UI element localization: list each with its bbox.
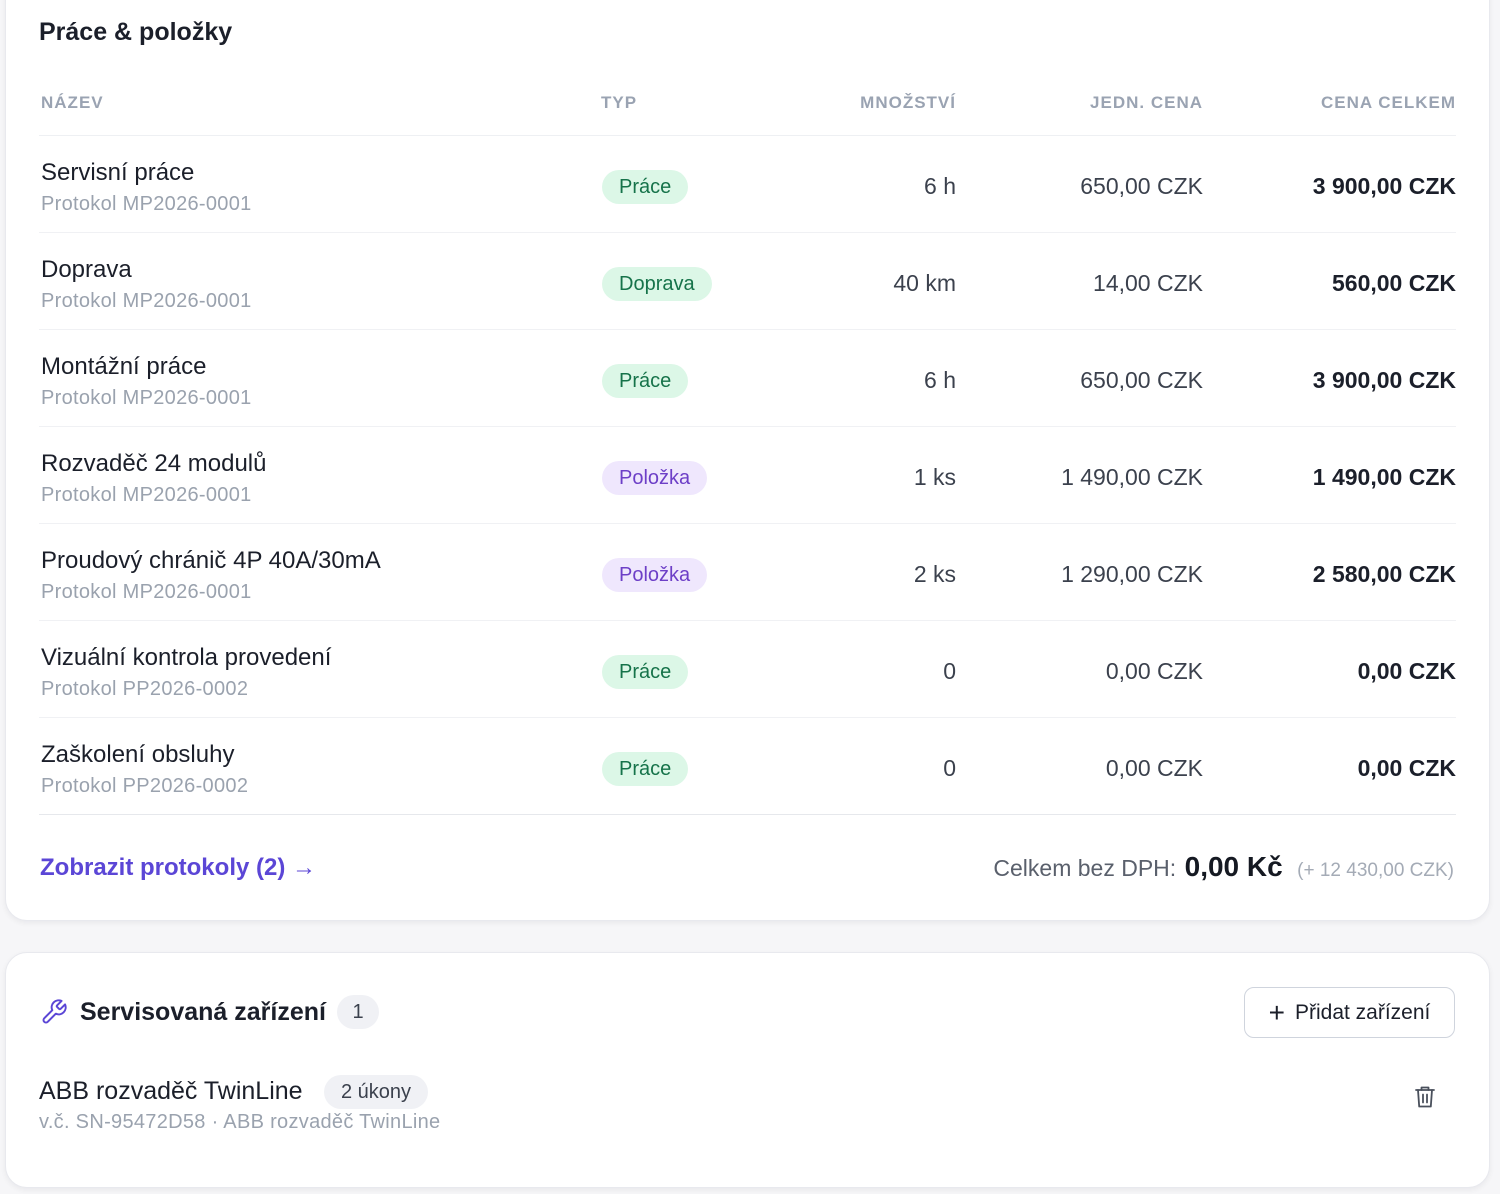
devices-card-title: Servisovaná zařízení (80, 998, 326, 1026)
item-name: Montážní práce (41, 353, 207, 380)
table-header: NÁZEV TYP MNOŽSTVÍ JEDN. CENA CENA CELKE… (39, 89, 1456, 136)
item-protocol: Protokol MP2026-0001 (41, 193, 252, 215)
item-protocol: Protokol MP2026-0001 (41, 290, 252, 312)
column-header-name: NÁZEV (41, 93, 104, 112)
item-unit-price: 1 290,00 CZK (1061, 561, 1203, 587)
table-row: Rozvaděč 24 modulů Protokol MP2026-0001 Po… (39, 427, 1456, 524)
table-row: Montážní práce Protokol MP2026-0001 Práce 6… (39, 330, 1456, 427)
table-row: Vizuální kontrola provedení Protokol PP20… (39, 621, 1456, 718)
table-row: Proudový chránič 4P 40A/30mA Protokol MP2… (39, 524, 1456, 621)
column-header-total: CENA CELKEM (1320, 93, 1456, 112)
item-name: Zaškolení obsluhy (41, 741, 235, 768)
item-total: 560,00 CZK (1331, 270, 1456, 296)
item-name: Servisní práce (41, 159, 195, 186)
item-total: 0,00 CZK (1357, 755, 1456, 781)
device-subtitle: v.č. SN-95472D58 · ABB rozvaděč TwinLine (39, 1111, 441, 1133)
item-total: 0,00 CZK (1357, 658, 1456, 684)
column-header-unit-price: JEDN. CENA (1090, 93, 1203, 112)
item-protocol: Protokol MP2026-0001 (41, 581, 252, 603)
total-value: 0,00 Kč (1184, 851, 1283, 882)
items-card-title: Práce & položky (39, 18, 233, 46)
item-unit-price: 0,00 CZK (1105, 658, 1203, 684)
trash-icon[interactable] (1413, 1084, 1437, 1110)
item-type-badge: Práce (602, 170, 689, 204)
item-name: Vizuální kontrola provedení (41, 644, 332, 671)
add-device-button[interactable]: + Přidat zařízení (1244, 987, 1455, 1038)
item-protocol: Protokol MP2026-0001 (41, 484, 252, 506)
item-qty: 0 (943, 658, 956, 684)
devices-card: Servisovaná zařízení 1 + Přidat zařízení… (5, 952, 1490, 1188)
item-name: Doprava (41, 256, 132, 283)
item-unit-price: 14,00 CZK (1093, 270, 1203, 296)
items-card: Práce & položky NÁZEV TYP MNOŽSTVÍ JEDN.… (5, 0, 1490, 921)
item-qty: 40 km (893, 270, 956, 296)
item-type-badge: Doprava (602, 267, 712, 301)
item-protocol: Protokol PP2026-0002 (41, 775, 249, 797)
total-summary: Celkem bez DPH: 0,00 Kč (+ 12 430,00 CZK… (993, 851, 1454, 883)
item-name: Rozvaděč 24 modulů (41, 450, 267, 477)
device-name: ABB rozvaděč TwinLine (39, 1077, 303, 1105)
item-qty: 2 ks (913, 561, 956, 587)
item-name: Proudový chránič 4P 40A/30mA (41, 547, 381, 574)
item-unit-price: 1 490,00 CZK (1061, 464, 1203, 490)
item-total: 1 490,00 CZK (1312, 464, 1456, 490)
device-ops-badge: 2 úkony (324, 1075, 429, 1109)
column-header-qty: MNOŽSTVÍ (860, 93, 956, 112)
plus-icon: + (1268, 996, 1285, 1028)
item-type-badge: Práce (602, 752, 689, 786)
item-type-badge: Práce (602, 364, 689, 398)
item-qty: 1 ks (913, 464, 956, 490)
table-row: Zaškolení obsluhy Protokol PP2026-0002 Prá… (39, 718, 1456, 815)
item-type-badge: Položka (602, 461, 708, 495)
devices-count-badge: 1 (337, 995, 379, 1029)
item-qty: 6 h (924, 173, 956, 199)
item-total: 3 900,00 CZK (1312, 367, 1456, 393)
item-unit-price: 0,00 CZK (1105, 755, 1203, 781)
item-protocol: Protokol PP2026-0002 (41, 678, 249, 700)
item-total: 3 900,00 CZK (1312, 173, 1456, 199)
total-extra: (+ 12 430,00 CZK) (1297, 860, 1454, 881)
wrench-icon (40, 998, 68, 1026)
item-total: 2 580,00 CZK (1312, 561, 1456, 587)
column-header-type: TYP (601, 93, 638, 112)
item-unit-price: 650,00 CZK (1080, 173, 1203, 199)
item-protocol: Protokol MP2026-0001 (41, 387, 252, 409)
item-qty: 6 h (924, 367, 956, 393)
table-row: Servisní práce Protokol MP2026-0001 Práce 6… (39, 136, 1456, 233)
item-type-badge: Položka (602, 558, 708, 592)
show-protocols-link[interactable]: Zobrazit protokoly (2) → (40, 854, 316, 881)
add-device-label: Přidat zařízení (1294, 1000, 1431, 1024)
item-qty: 0 (943, 755, 956, 781)
total-label: Celkem bez DPH: (993, 855, 1177, 881)
table-row: Doprava Protokol MP2026-0001 Doprava 40 km 1… (39, 233, 1456, 330)
item-type-badge: Práce (602, 655, 689, 689)
item-unit-price: 650,00 CZK (1080, 367, 1203, 393)
